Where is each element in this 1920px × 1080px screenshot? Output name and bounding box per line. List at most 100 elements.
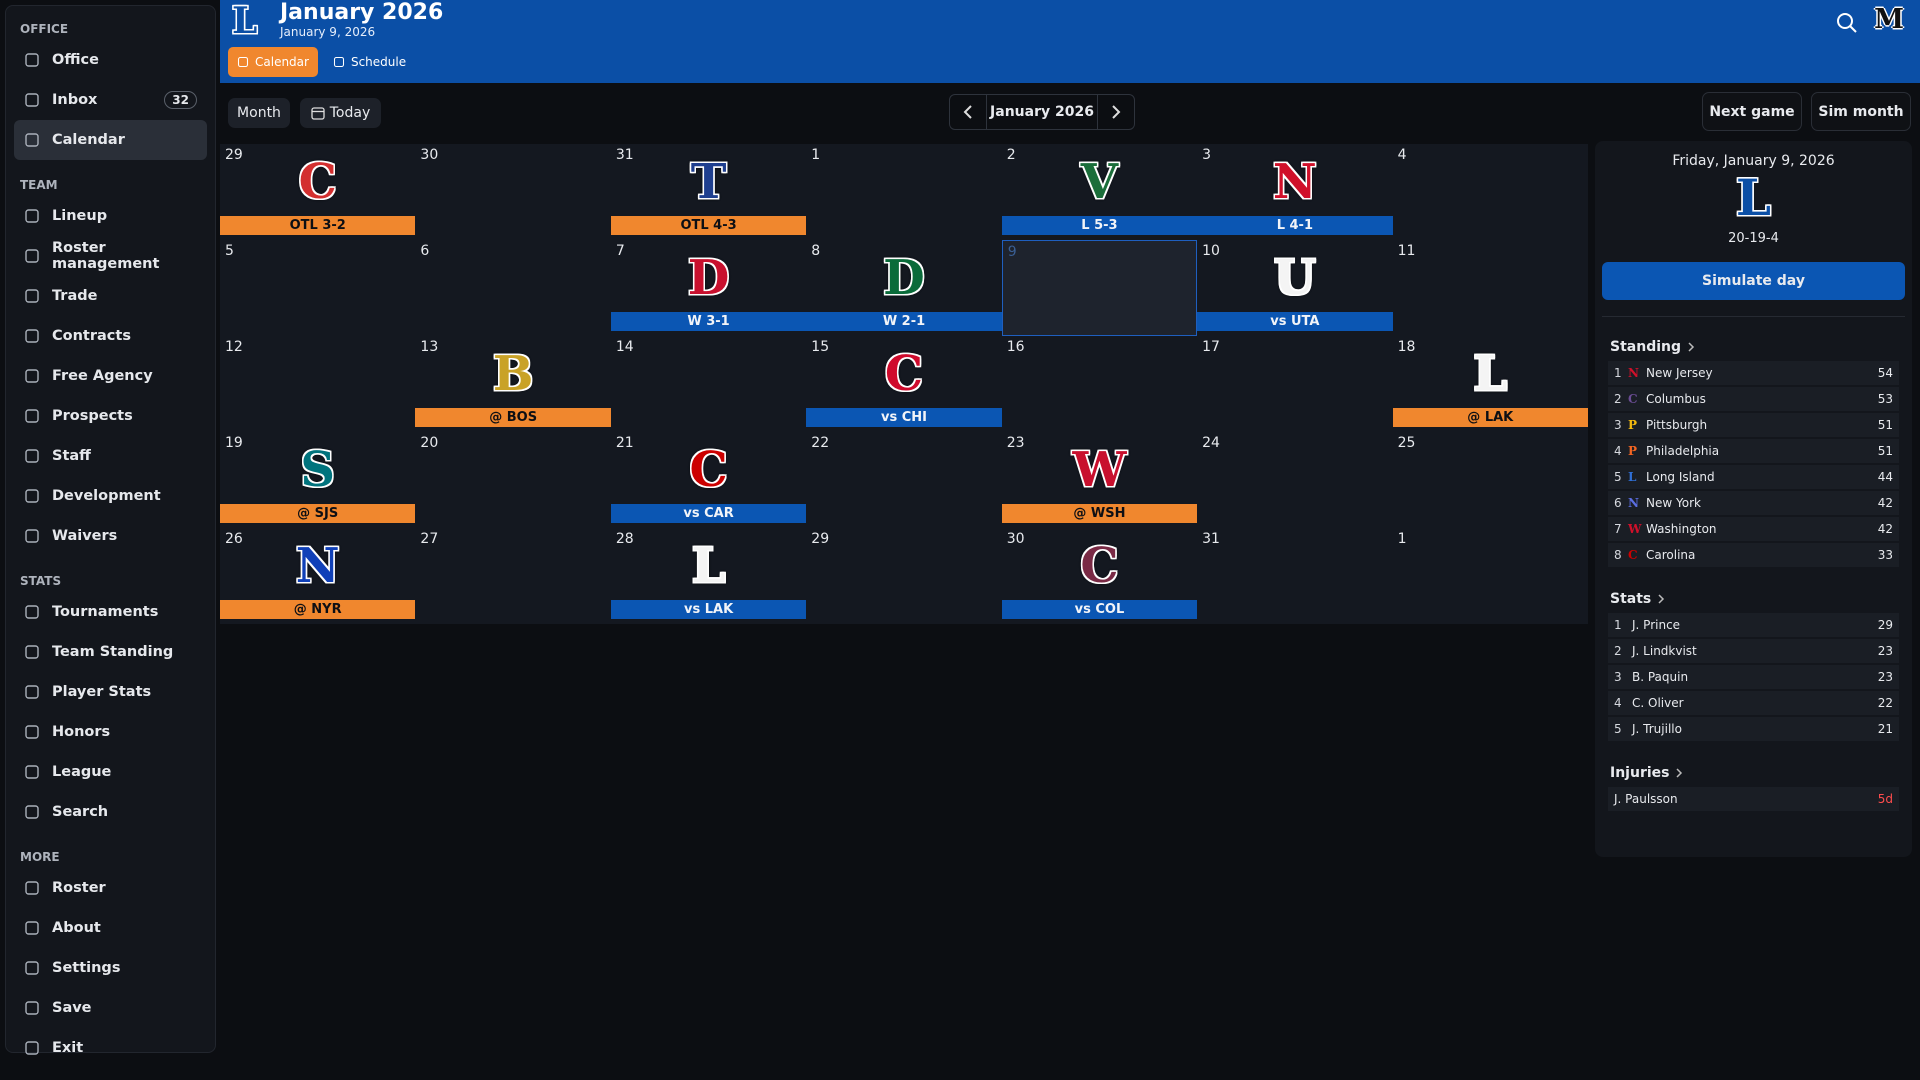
next-month[interactable] — [1098, 95, 1134, 129]
day-number: 8 — [811, 243, 821, 259]
day-cell[interactable]: 27 — [415, 528, 611, 624]
nav-item[interactable]: Roster management — [14, 236, 207, 276]
tab[interactable]: Schedule — [324, 47, 415, 77]
injuries-row[interactable]: J. Paulsson 5d — [1608, 787, 1899, 811]
nav-item[interactable]: Team Standing — [14, 632, 207, 672]
injuries-title[interactable]: Injuries — [1610, 765, 1905, 781]
day-cell[interactable]: 31 — [1197, 528, 1393, 624]
stats-row[interactable]: 2 J. Lindkvist 23 — [1608, 639, 1899, 663]
day-cell[interactable]: 7 D W 3-1 — [610, 240, 807, 336]
day-cell[interactable]: 5 — [220, 240, 416, 336]
nav-item[interactable]: Roster — [14, 868, 207, 908]
day-cell[interactable]: 29 C OTL 3-2 — [220, 144, 416, 240]
view-button[interactable]: Month — [228, 98, 290, 128]
day-cell[interactable]: 31 T OTL 4-3 — [610, 144, 807, 240]
league-logo[interactable]: M — [1874, 4, 1904, 35]
day-number: 2 — [1006, 147, 1016, 163]
standing-row[interactable]: 8 C Carolina 33 — [1608, 543, 1899, 567]
standing-row[interactable]: 3 P Pittsburgh 51 — [1608, 413, 1899, 437]
standing-title[interactable]: Standing — [1610, 339, 1905, 355]
day-cell[interactable]: 11 — [1392, 240, 1588, 336]
day-cell[interactable]: 4 — [1392, 144, 1588, 240]
icon-shape — [333, 56, 344, 68]
day-cell[interactable]: 20 — [415, 432, 611, 528]
stats-row[interactable]: 3 B. Paquin 23 — [1608, 665, 1899, 689]
game-result: vs CHI — [806, 408, 1002, 427]
nav-item[interactable]: Calendar — [14, 120, 207, 160]
nav-item[interactable]: Exit — [14, 1028, 207, 1068]
day-cell[interactable]: 1 — [1392, 528, 1588, 624]
stats-row[interactable]: 1 J. Prince 29 — [1608, 613, 1899, 637]
day-cell[interactable]: 13 B @ BOS — [415, 336, 611, 432]
nav-item[interactable]: Waivers — [14, 516, 207, 556]
day-cell[interactable]: 8 D W 2-1 — [806, 240, 1002, 336]
day-cell[interactable]: 30 — [415, 144, 611, 240]
nav-item[interactable]: Office — [14, 40, 207, 80]
nav-item[interactable]: About — [14, 908, 207, 948]
day-cell[interactable]: 9 — [1001, 240, 1198, 336]
nav-item[interactable]: Honors — [14, 712, 207, 752]
standing-row[interactable]: 7 W Washington 42 — [1608, 517, 1899, 541]
day-cell[interactable]: 26 N @ NYR — [220, 528, 416, 624]
today-button[interactable]: Today — [300, 98, 381, 128]
stats-row[interactable]: 4 C. Oliver 22 — [1608, 691, 1899, 715]
team-name: New Jersey — [1646, 366, 1713, 380]
section-title: OFFICE — [20, 22, 69, 36]
day-cell[interactable]: 12 — [220, 336, 416, 432]
nav-item[interactable]: Contracts — [14, 316, 207, 356]
standing-row[interactable]: 2 C Columbus 53 — [1608, 387, 1899, 411]
team-name: Pittsburgh — [1646, 418, 1708, 432]
day-cell[interactable]: 24 — [1197, 432, 1393, 528]
nav-item[interactable]: League — [14, 752, 207, 792]
nav-item[interactable]: Development — [14, 476, 207, 516]
nav-item[interactable]: Staff — [14, 436, 207, 476]
simulate-day-button[interactable]: Simulate day — [1602, 262, 1905, 300]
icon — [25, 249, 39, 263]
prev-month[interactable] — [950, 95, 986, 129]
nav-item[interactable]: Prospects — [14, 396, 207, 436]
nav-item[interactable]: Player Stats — [14, 672, 207, 712]
day-cell[interactable]: 6 — [415, 240, 611, 336]
nav-item[interactable]: Free Agency — [14, 356, 207, 396]
nav-label: About — [52, 920, 101, 936]
day-cell[interactable]: 16 — [1001, 336, 1198, 432]
stats-title[interactable]: Stats — [1610, 591, 1905, 607]
search-icon[interactable] — [1836, 12, 1858, 34]
standing-row[interactable]: 4 P Philadelphia 51 — [1608, 439, 1899, 463]
day-cell[interactable]: 22 — [806, 432, 1002, 528]
day-cell[interactable]: 2 V L 5-3 — [1001, 144, 1198, 240]
nav-item[interactable]: Search — [14, 792, 207, 832]
nav-label: Trade — [52, 288, 98, 304]
opponent-logo: C — [1080, 538, 1119, 594]
nav-item[interactable]: Tournaments — [14, 592, 207, 632]
day-cell[interactable]: 19 S @ SJS — [220, 432, 416, 528]
nav-label: Office — [52, 52, 99, 68]
standing-row[interactable]: 1 N New Jersey 54 — [1608, 361, 1899, 385]
standing-row[interactable]: 5 L Long Island 44 — [1608, 465, 1899, 489]
stats-row[interactable]: 5 J. Trujillo 21 — [1608, 717, 1899, 741]
nav-item[interactable]: Trade — [14, 276, 207, 316]
day-number: 29 — [225, 147, 243, 163]
day-cell[interactable]: 1 — [806, 144, 1002, 240]
tab[interactable]: Calendar — [228, 47, 318, 77]
standing-row[interactable]: 6 N New York 42 — [1608, 491, 1899, 515]
nav-item[interactable]: Inbox 32 — [14, 80, 207, 120]
day-cell[interactable]: 17 — [1197, 336, 1393, 432]
nav-item[interactable]: Save — [14, 988, 207, 1028]
day-cell[interactable]: 29 — [806, 528, 1002, 624]
day-cell[interactable]: 25 — [1392, 432, 1588, 528]
nav-item[interactable]: Lineup — [14, 196, 207, 236]
month-nav: January 2026 — [949, 94, 1135, 130]
day-cell[interactable]: 3 N L 4-1 — [1197, 144, 1393, 240]
nav-item[interactable]: Settings — [14, 948, 207, 988]
next-game-button[interactable]: Next game — [1702, 92, 1802, 131]
sim-month-button[interactable]: Sim month — [1811, 92, 1911, 131]
day-cell[interactable]: 14 — [610, 336, 807, 432]
day-cell[interactable]: 23 W @ WSH — [1001, 432, 1198, 528]
day-cell[interactable]: 18 L @ LAK — [1392, 336, 1588, 432]
